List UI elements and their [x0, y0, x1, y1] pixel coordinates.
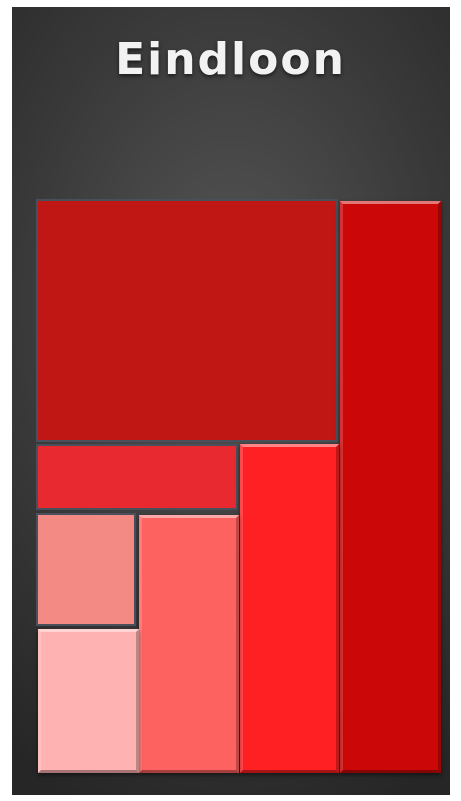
block-light-pink: [38, 629, 139, 773]
block-tall-red: [240, 444, 339, 773]
block-salmon: [36, 513, 136, 626]
block-middle-bar: [36, 444, 238, 510]
chart-title: Eindloon: [115, 34, 346, 85]
block-right-column: [340, 201, 441, 773]
block-top-left: [36, 199, 338, 442]
block-coral: [139, 515, 239, 773]
